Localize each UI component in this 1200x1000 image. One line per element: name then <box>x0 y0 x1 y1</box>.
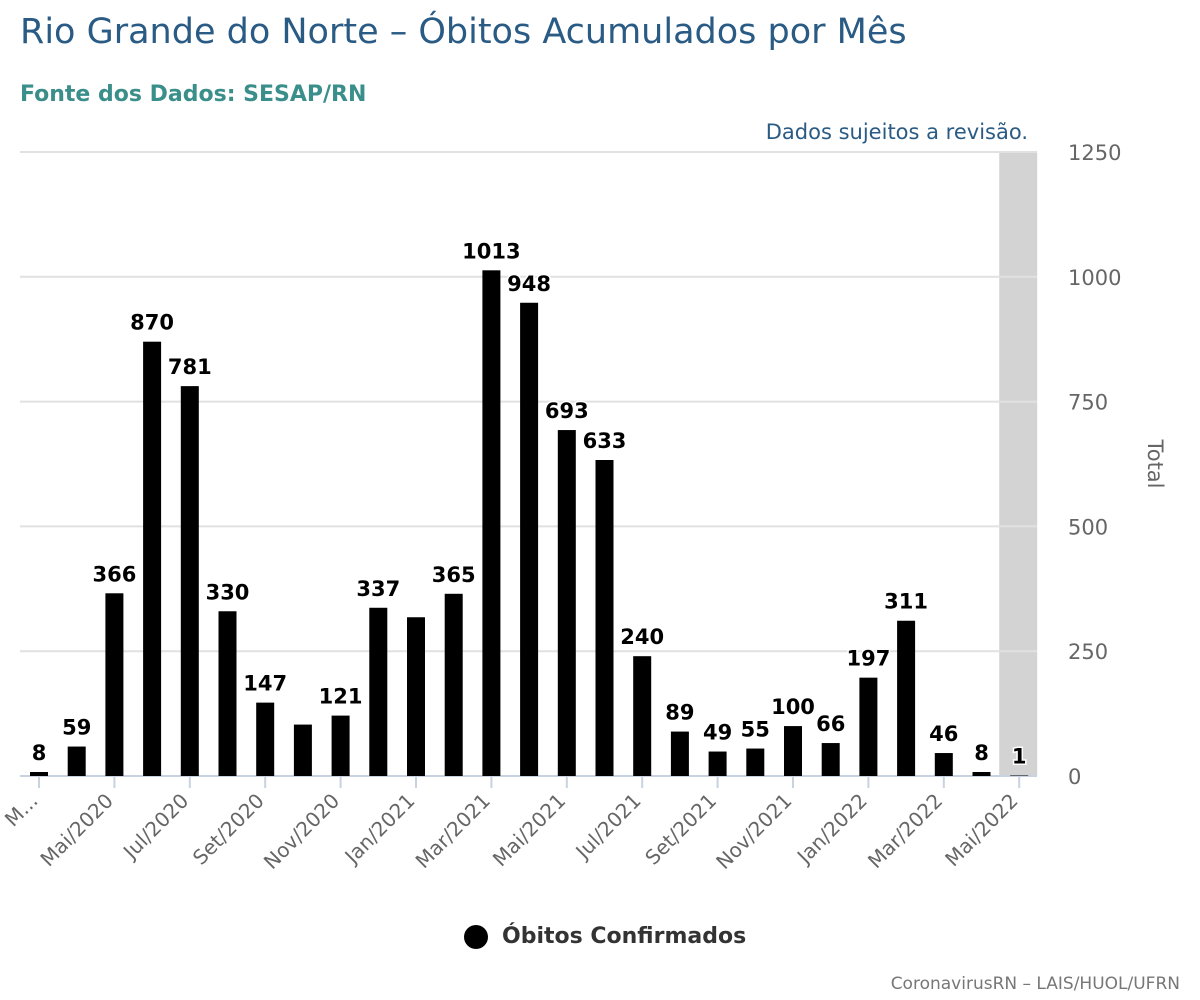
y-tick-label: 0 <box>1068 765 1081 789</box>
data-label: 240 <box>620 625 664 649</box>
x-tick-label: Mar/2021 <box>411 789 495 873</box>
data-label: 46 <box>929 722 958 746</box>
x-tick-label: Mai/2021 <box>488 789 571 872</box>
x-tick-label: Nov/2020 <box>259 789 344 874</box>
data-label: 59 <box>62 716 91 740</box>
data-label: 693 <box>545 399 589 423</box>
bar <box>293 724 312 776</box>
y-axis-title: Total <box>1143 438 1167 488</box>
x-tick-label: Jan/2022 <box>791 789 872 870</box>
y-tick-label: 750 <box>1068 391 1108 415</box>
bar <box>520 302 539 776</box>
bar <box>369 607 388 776</box>
x-tick-label: Jan/2021 <box>339 789 420 870</box>
bar <box>105 593 124 776</box>
bar <box>180 386 199 776</box>
x-tick-label: Mai/2022 <box>940 789 1023 872</box>
data-label: 330 <box>206 580 250 604</box>
data-label: 121 <box>319 685 363 709</box>
data-label: 948 <box>507 272 551 296</box>
data-label: 1013 <box>462 239 520 263</box>
bar <box>670 731 689 776</box>
y-tick-label: 250 <box>1068 640 1108 664</box>
bar <box>821 743 840 776</box>
x-tick-label: Jul/2020 <box>117 789 193 865</box>
credits[interactable]: CoronavirusRN – LAIS/HUOL/UFRN <box>890 974 1180 994</box>
data-label: 55 <box>741 718 770 742</box>
legend-label: Óbitos Confirmados <box>502 924 747 949</box>
x-tick-label: Set/2020 <box>188 789 269 870</box>
bar <box>143 341 162 776</box>
bar <box>444 593 463 776</box>
data-label: 366 <box>92 562 136 586</box>
data-label: 8 <box>32 741 47 765</box>
highlight-band <box>999 152 1038 776</box>
bar <box>331 715 350 776</box>
y-tick-label: 500 <box>1068 515 1108 539</box>
bar <box>633 656 652 776</box>
bar <box>708 751 727 776</box>
data-label: 365 <box>432 563 476 587</box>
bar <box>557 430 576 776</box>
bar <box>746 748 765 776</box>
data-label: 147 <box>243 672 287 696</box>
x-tick-label: Nov/2021 <box>711 789 796 874</box>
data-label: 66 <box>816 712 845 736</box>
y-tick-label: 1000 <box>1068 266 1121 290</box>
x-tick-label: Set/2021 <box>640 789 721 870</box>
revision-note: Dados sujeitos a revisão. <box>765 120 1028 144</box>
bar <box>407 617 425 776</box>
data-label: 633 <box>583 429 627 453</box>
bar <box>256 702 275 776</box>
x-tick-label: M... <box>0 789 43 832</box>
x-tick-label: Jul/2021 <box>570 789 646 865</box>
bar <box>482 270 501 776</box>
legend-marker <box>464 924 488 949</box>
data-label: 781 <box>168 355 212 379</box>
bar <box>67 746 86 776</box>
data-label: 8 <box>974 741 989 765</box>
bar <box>218 611 237 776</box>
x-tick-label: Mai/2020 <box>35 789 118 872</box>
y-tick-label: 1250 <box>1068 141 1121 165</box>
bar <box>30 772 48 776</box>
chart-subtitle: Fonte dos Dados: SESAP/RN <box>20 82 367 107</box>
bar <box>859 677 878 776</box>
bar <box>595 460 614 776</box>
chart-title: Rio Grande do Norte – Óbitos Acumulados … <box>20 12 907 52</box>
data-label: 197 <box>846 647 890 671</box>
legend[interactable]: Óbitos Confirmados <box>464 924 746 949</box>
bar <box>784 726 802 776</box>
bar <box>897 620 916 776</box>
data-label: 311 <box>884 590 928 614</box>
data-label: 100 <box>771 695 815 719</box>
data-label: 89 <box>665 701 694 725</box>
bar <box>934 753 953 776</box>
x-tick-label: Mar/2022 <box>863 789 947 873</box>
bar <box>972 772 991 776</box>
data-label: 870 <box>130 311 174 335</box>
data-label: 49 <box>703 721 732 745</box>
data-label: 337 <box>356 577 400 601</box>
data-label: 1 <box>1012 745 1027 769</box>
